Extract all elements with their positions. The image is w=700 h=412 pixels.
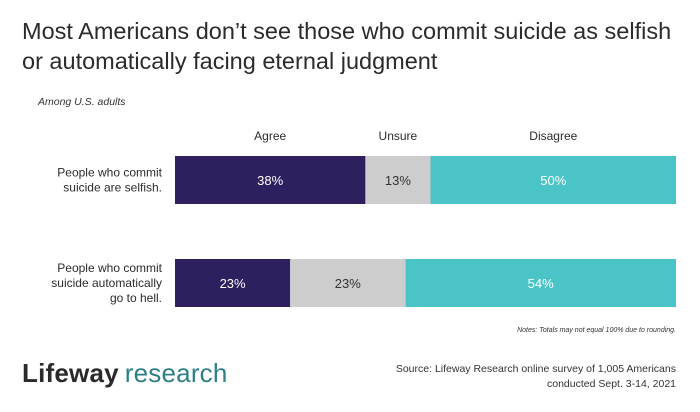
legend-label-disagree: Disagree — [529, 129, 577, 143]
rounding-note: Notes: Totals may not equal 100% due to … — [517, 327, 676, 334]
bar-segment-unsure — [365, 156, 431, 204]
bar-segment-agree — [175, 259, 291, 307]
legend-label-unsure: Unsure — [379, 129, 418, 143]
data-label: 13% — [385, 173, 411, 188]
data-label: 23% — [220, 276, 246, 291]
chart-subtitle: Among U.S. adults — [38, 96, 126, 108]
legend-label-agree: Agree — [254, 129, 286, 143]
chart-title: Most Americans don’t see those who commi… — [22, 18, 672, 74]
bar-segment-unsure — [290, 259, 406, 307]
source-line-2: conducted Sept. 3-14, 2021 — [546, 378, 676, 390]
category-label: suicide are selfish. — [63, 181, 162, 195]
lifeway-research-logo: Lifeway research — [22, 358, 228, 389]
data-label: 50% — [540, 173, 566, 188]
source-note: Source: Lifeway Research online survey o… — [396, 362, 676, 392]
data-label: 23% — [335, 276, 361, 291]
data-label: 54% — [528, 276, 554, 291]
bar-segment-disagree — [430, 156, 676, 204]
data-label: 38% — [257, 173, 283, 188]
category-label: People who commit — [57, 166, 162, 180]
logo-research-text: research — [124, 358, 228, 388]
source-line-1: Source: Lifeway Research online survey o… — [395, 363, 676, 375]
logo-brand-text: Lifeway — [22, 358, 119, 388]
bar-segment-disagree — [405, 259, 676, 307]
category-label: People who commit — [57, 261, 162, 275]
bar-segment-agree — [175, 156, 366, 204]
category-label: go to hell. — [110, 291, 162, 305]
category-label: suicide automatically — [51, 276, 162, 290]
